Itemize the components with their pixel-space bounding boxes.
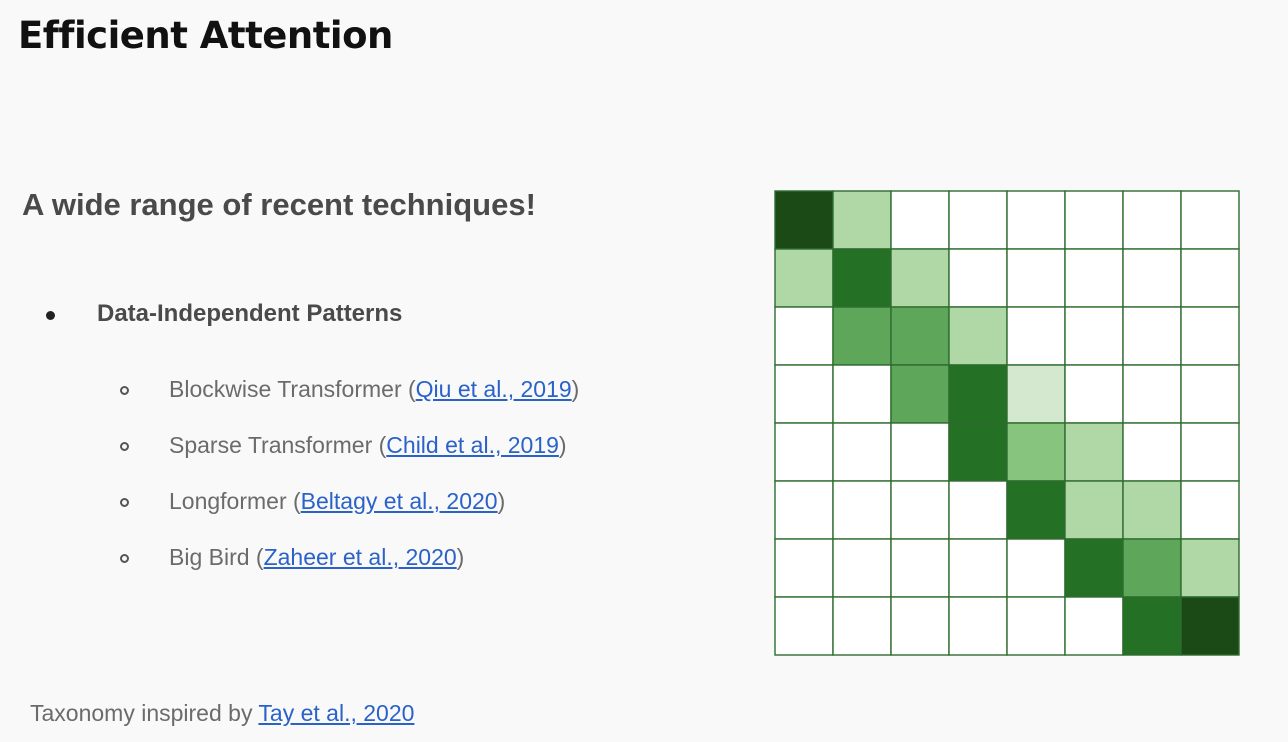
matrix-cell-r4-c5	[1064, 422, 1124, 482]
matrix-cell-r3-c2	[890, 364, 950, 424]
matrix-cell-r2-c5	[1064, 306, 1124, 366]
footer-attribution: Taxonomy inspired by Tay et al., 2020	[30, 700, 414, 727]
citation-link-zaheer[interactable]: Zaheer et al., 2020	[263, 544, 457, 570]
citation-link-qiu[interactable]: Qiu et al., 2019	[415, 376, 572, 402]
bullet-ring-icon	[120, 442, 129, 451]
slide-title: Efficient Attention	[18, 14, 393, 57]
matrix-cell-r5-c2	[890, 480, 950, 540]
technique-close: )	[571, 376, 580, 402]
matrix-cell-r7-c6	[1122, 596, 1182, 656]
matrix-cell-r6-c2	[890, 538, 950, 598]
matrix-cell-r7-c3	[948, 596, 1008, 656]
matrix-cell-r2-c7	[1180, 306, 1240, 366]
matrix-cell-r1-c3	[948, 248, 1008, 308]
matrix-cell-r7-c0	[774, 596, 834, 656]
matrix-cell-r4-c4	[1006, 422, 1066, 482]
matrix-cell-r3-c3	[948, 364, 1008, 424]
matrix-cell-r6-c7	[1180, 538, 1240, 598]
matrix-cell-r5-c1	[832, 480, 892, 540]
technique-item-bigbird: Big Bird (Zaheer et al., 2020)	[120, 544, 579, 600]
technique-label: Sparse Transformer (	[169, 432, 387, 458]
matrix-cell-r6-c5	[1064, 538, 1124, 598]
matrix-cell-r0-c0	[774, 190, 834, 250]
matrix-cell-r4-c6	[1122, 422, 1182, 482]
technique-close: )	[558, 432, 567, 458]
matrix-cell-r2-c2	[890, 306, 950, 366]
technique-close: )	[456, 544, 465, 570]
matrix-cell-r5-c6	[1122, 480, 1182, 540]
attention-pattern-matrix	[774, 190, 1240, 656]
matrix-cell-r7-c2	[890, 596, 950, 656]
matrix-cell-r7-c5	[1064, 596, 1124, 656]
matrix-cell-r6-c6	[1122, 538, 1182, 598]
matrix-cell-r0-c4	[1006, 190, 1066, 250]
matrix-cell-r6-c3	[948, 538, 1008, 598]
technique-item-longformer: Longformer (Beltagy et al., 2020)	[120, 488, 579, 544]
matrix-cell-r2-c1	[832, 306, 892, 366]
matrix-cell-r1-c6	[1122, 248, 1182, 308]
matrix-cell-r4-c0	[774, 422, 834, 482]
matrix-cell-r1-c7	[1180, 248, 1240, 308]
matrix-cell-r1-c1	[832, 248, 892, 308]
technique-label: Longformer (	[169, 488, 301, 514]
matrix-cell-r1-c2	[890, 248, 950, 308]
matrix-cell-r5-c4	[1006, 480, 1066, 540]
citation-link-child[interactable]: Child et al., 2019	[386, 432, 559, 458]
matrix-cell-r3-c6	[1122, 364, 1182, 424]
matrix-cell-r0-c2	[890, 190, 950, 250]
matrix-cell-r2-c3	[948, 306, 1008, 366]
matrix-cell-r7-c4	[1006, 596, 1066, 656]
matrix-cell-r7-c7	[1180, 596, 1240, 656]
technique-label: Blockwise Transformer (	[169, 376, 416, 402]
matrix-cell-r3-c7	[1180, 364, 1240, 424]
matrix-cell-r5-c5	[1064, 480, 1124, 540]
bullet-label: Data-Independent Patterns	[97, 300, 403, 327]
technique-close: )	[497, 488, 506, 514]
matrix-cell-r0-c7	[1180, 190, 1240, 250]
matrix-cell-r0-c6	[1122, 190, 1182, 250]
matrix-cell-r0-c3	[948, 190, 1008, 250]
matrix-cell-r5-c3	[948, 480, 1008, 540]
matrix-cell-r3-c5	[1064, 364, 1124, 424]
citation-link-beltagy[interactable]: Beltagy et al., 2020	[300, 488, 498, 514]
matrix-cell-r7-c1	[832, 596, 892, 656]
slide-subtitle: A wide range of recent techniques!	[22, 187, 536, 222]
bullet-ring-icon	[120, 386, 129, 395]
matrix-cell-r4-c7	[1180, 422, 1240, 482]
footer-text: Taxonomy inspired by	[30, 700, 259, 726]
matrix-cell-r2-c4	[1006, 306, 1066, 366]
matrix-cell-r1-c4	[1006, 248, 1066, 308]
matrix-cell-r3-c1	[832, 364, 892, 424]
matrix-cell-r1-c5	[1064, 248, 1124, 308]
technique-label: Big Bird (	[169, 544, 264, 570]
matrix-cell-r5-c0	[774, 480, 834, 540]
matrix-cell-r5-c7	[1180, 480, 1240, 540]
matrix-cell-r6-c1	[832, 538, 892, 598]
matrix-cell-r3-c4	[1006, 364, 1066, 424]
matrix-cell-r6-c0	[774, 538, 834, 598]
bullet-ring-icon	[120, 554, 129, 563]
matrix-cell-r4-c3	[948, 422, 1008, 482]
matrix-cell-r0-c5	[1064, 190, 1124, 250]
bullet-data-independent: Data-Independent Patterns	[46, 300, 402, 328]
citation-link-tay[interactable]: Tay et al., 2020	[258, 700, 415, 726]
matrix-cell-r2-c0	[774, 306, 834, 366]
matrix-cell-r4-c1	[832, 422, 892, 482]
bullet-dot-icon	[46, 310, 55, 320]
matrix-cell-r3-c0	[774, 364, 834, 424]
bullet-ring-icon	[120, 498, 129, 507]
matrix-cell-r6-c4	[1006, 538, 1066, 598]
matrix-cell-r2-c6	[1122, 306, 1182, 366]
matrix-cell-r0-c1	[832, 190, 892, 250]
technique-list: Blockwise Transformer (Qiu et al., 2019)…	[120, 376, 579, 600]
matrix-cell-r1-c0	[774, 248, 834, 308]
technique-item-sparse: Sparse Transformer (Child et al., 2019)	[120, 432, 579, 488]
matrix-cell-r4-c2	[890, 422, 950, 482]
technique-item-blockwise: Blockwise Transformer (Qiu et al., 2019)	[120, 376, 579, 432]
